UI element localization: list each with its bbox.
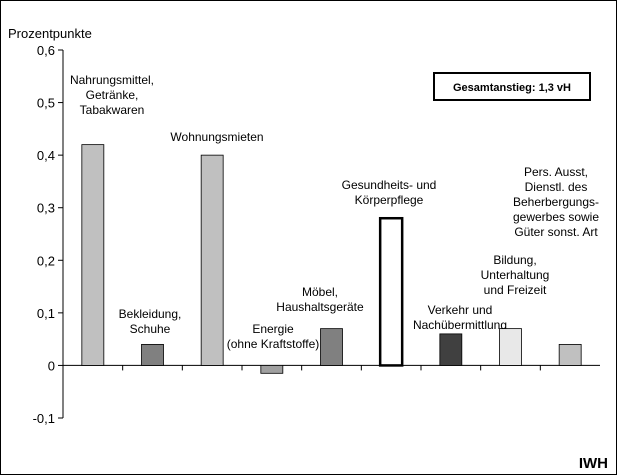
bar [378, 216, 404, 367]
annotation-box [433, 72, 591, 101]
bar [320, 328, 343, 366]
category-label-line: Nachübermittlung [413, 318, 507, 332]
category-label-line: Nahrungsmittel, [70, 73, 154, 87]
category-label-line: Bekleidung, [119, 307, 182, 321]
category-label-line: gewerbes sowie [513, 210, 599, 224]
category-label-line: Bildung, [493, 253, 536, 267]
category-label: Nahrungsmittel, Getränke, Tabakwaren [70, 73, 154, 117]
category-label: Bekleidung, Schuhe [119, 307, 182, 336]
bar [260, 365, 284, 374]
category-label-line: Möbel, [302, 285, 338, 299]
category-label-line: Dienstl. des [525, 180, 588, 194]
bar [499, 328, 522, 366]
y-tick-label: 0,4 [37, 148, 55, 163]
bar [141, 343, 164, 366]
y-tick-label: 0 [48, 358, 55, 373]
category-label: Bildung, Unterhaltung und Freizeit [481, 253, 550, 297]
y-tick-label: 0,5 [37, 96, 55, 111]
y-tick-label: 0,2 [37, 253, 55, 268]
category-label-line: Schuhe [130, 322, 171, 336]
bar [558, 343, 582, 366]
category-label-line: Energie [252, 322, 294, 336]
category-label-line: Güter sonst. Art [514, 225, 598, 239]
y-tick-label: 0,6 [37, 43, 55, 58]
category-label-line: Unterhaltung [481, 268, 550, 282]
y-tick-label: -0,1 [33, 411, 55, 426]
category-label-line: Getränke, [86, 88, 139, 102]
category-label-line: Beherbergungs- [513, 195, 599, 209]
annotation: Gesamtanstieg: 1,3 vH [453, 82, 571, 94]
category-label-line: Körperpflege [355, 193, 424, 207]
bar [439, 333, 463, 366]
category-label-line: Haushaltsgeräte [276, 300, 364, 314]
category-label-line: Gesundheits- und [342, 178, 437, 192]
bar [200, 154, 224, 366]
category-label: Gesundheits- und Körperpflege [342, 178, 437, 207]
category-label: Möbel, Haushaltsgeräte [276, 285, 364, 314]
category-label-line: und Freizeit [484, 283, 547, 297]
source: IWH [579, 455, 608, 472]
category-label: Verkehr und Nachübermittlung [413, 303, 507, 332]
y-axis-label: Prozentpunkte [8, 26, 92, 41]
category-label-line: Wohnungsmieten [170, 130, 263, 144]
category-label-line: Pers. Ausst, [524, 165, 588, 179]
category-label-line: Tabakwaren [80, 103, 145, 117]
category-label: Energie (ohne Kraftstoffe) [227, 322, 320, 351]
y-tick-label: 0,3 [37, 201, 55, 216]
bar [81, 144, 105, 366]
category-label-line: (ohne Kraftstoffe) [227, 337, 320, 351]
y-tick-label: 0,1 [37, 306, 55, 321]
category-label: Pers. Ausst, Dienstl. des Beherbergungs-ge… [513, 165, 599, 239]
category-label: Wohnungsmieten [170, 130, 263, 144]
category-label-line: Verkehr und [428, 303, 493, 317]
